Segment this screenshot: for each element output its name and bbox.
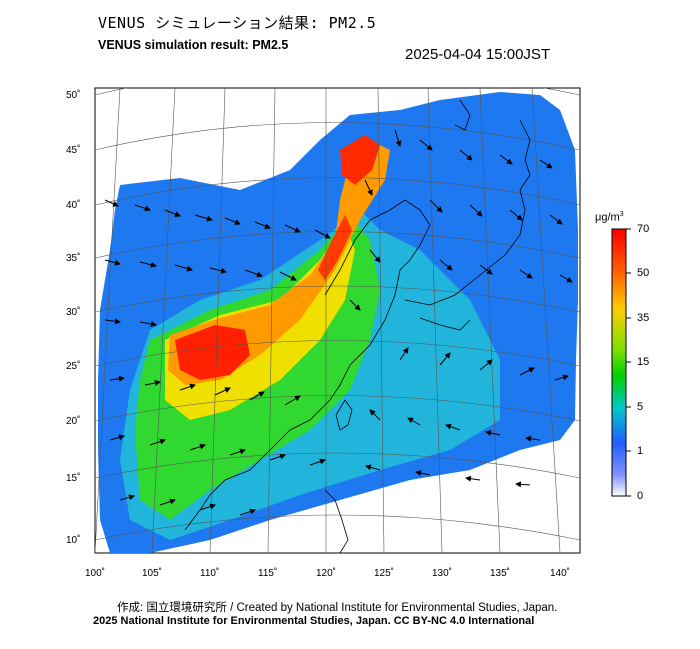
lon-tick-label: 135˚	[490, 567, 510, 579]
colorbar-tick-label: 15	[637, 356, 650, 368]
pm25-field-red-2	[340, 135, 380, 185]
lat-tick-label: 30˚	[66, 306, 80, 318]
colorbar-tick-label: 70	[637, 223, 650, 235]
copyright-line: 2025 National Institute for Environmenta…	[93, 615, 535, 627]
colorbar-tick-label: 0	[637, 490, 644, 502]
map-layers	[95, 88, 580, 553]
credit-line: 作成: 国立環境研究所 / Created by National Instit…	[117, 602, 558, 614]
title-japanese: VENUS シミュレーション結果: PM2.5	[98, 14, 377, 32]
lon-axis-labels: 100˚ 105˚ 110˚ 115˚ 120˚ 125˚ 130˚ 135˚ …	[85, 567, 570, 579]
lat-tick-label: 50˚	[66, 89, 80, 101]
lat-tick-label: 40˚	[66, 199, 80, 211]
lat-tick-label: 25˚	[66, 360, 80, 372]
lon-tick-label: 115˚	[258, 567, 277, 579]
colorbar-tick-label: 5	[637, 401, 644, 413]
lat-tick-label: 20˚	[66, 415, 80, 427]
colorbar	[611, 228, 627, 497]
graticule	[95, 88, 580, 553]
lon-tick-label: 120˚	[316, 567, 336, 579]
lat-tick-label: 15˚	[66, 472, 80, 484]
wind-vectors	[104, 129, 573, 516]
colorbar-tick-label: 1	[637, 445, 644, 457]
unit-exponent: 3	[619, 211, 624, 218]
lon-tick-label: 105˚	[142, 567, 162, 579]
title-english: VENUS simulation result: PM2.5	[98, 38, 289, 52]
lat-tick-label: 10˚	[66, 534, 80, 546]
lon-tick-label: 100˚	[85, 567, 105, 579]
colorbar-tick-label: 50	[637, 267, 650, 279]
lon-tick-label: 140˚	[550, 567, 570, 579]
colorbar-tick-label: 35	[637, 312, 650, 324]
forecast-timestamp: 2025-04-04 15:00JST	[405, 46, 551, 63]
colorbar-unit: μg/m3	[595, 211, 624, 224]
pm25-field-red	[175, 325, 250, 380]
lon-tick-label: 110˚	[200, 567, 219, 579]
lon-tick-label: 130˚	[432, 567, 452, 579]
lon-tick-label: 125˚	[374, 567, 394, 579]
unit-base: μg/m	[595, 211, 620, 224]
lat-tick-label: 45˚	[66, 144, 80, 156]
lat-tick-label: 35˚	[66, 252, 80, 264]
coastlines	[184, 99, 531, 553]
colorbar-ticks	[626, 228, 631, 497]
pm25-field-orange	[168, 140, 390, 385]
lat-axis-labels: 50˚ 45˚ 40˚ 35˚ 30˚ 25˚ 20˚ 15˚ 10˚	[66, 89, 80, 546]
